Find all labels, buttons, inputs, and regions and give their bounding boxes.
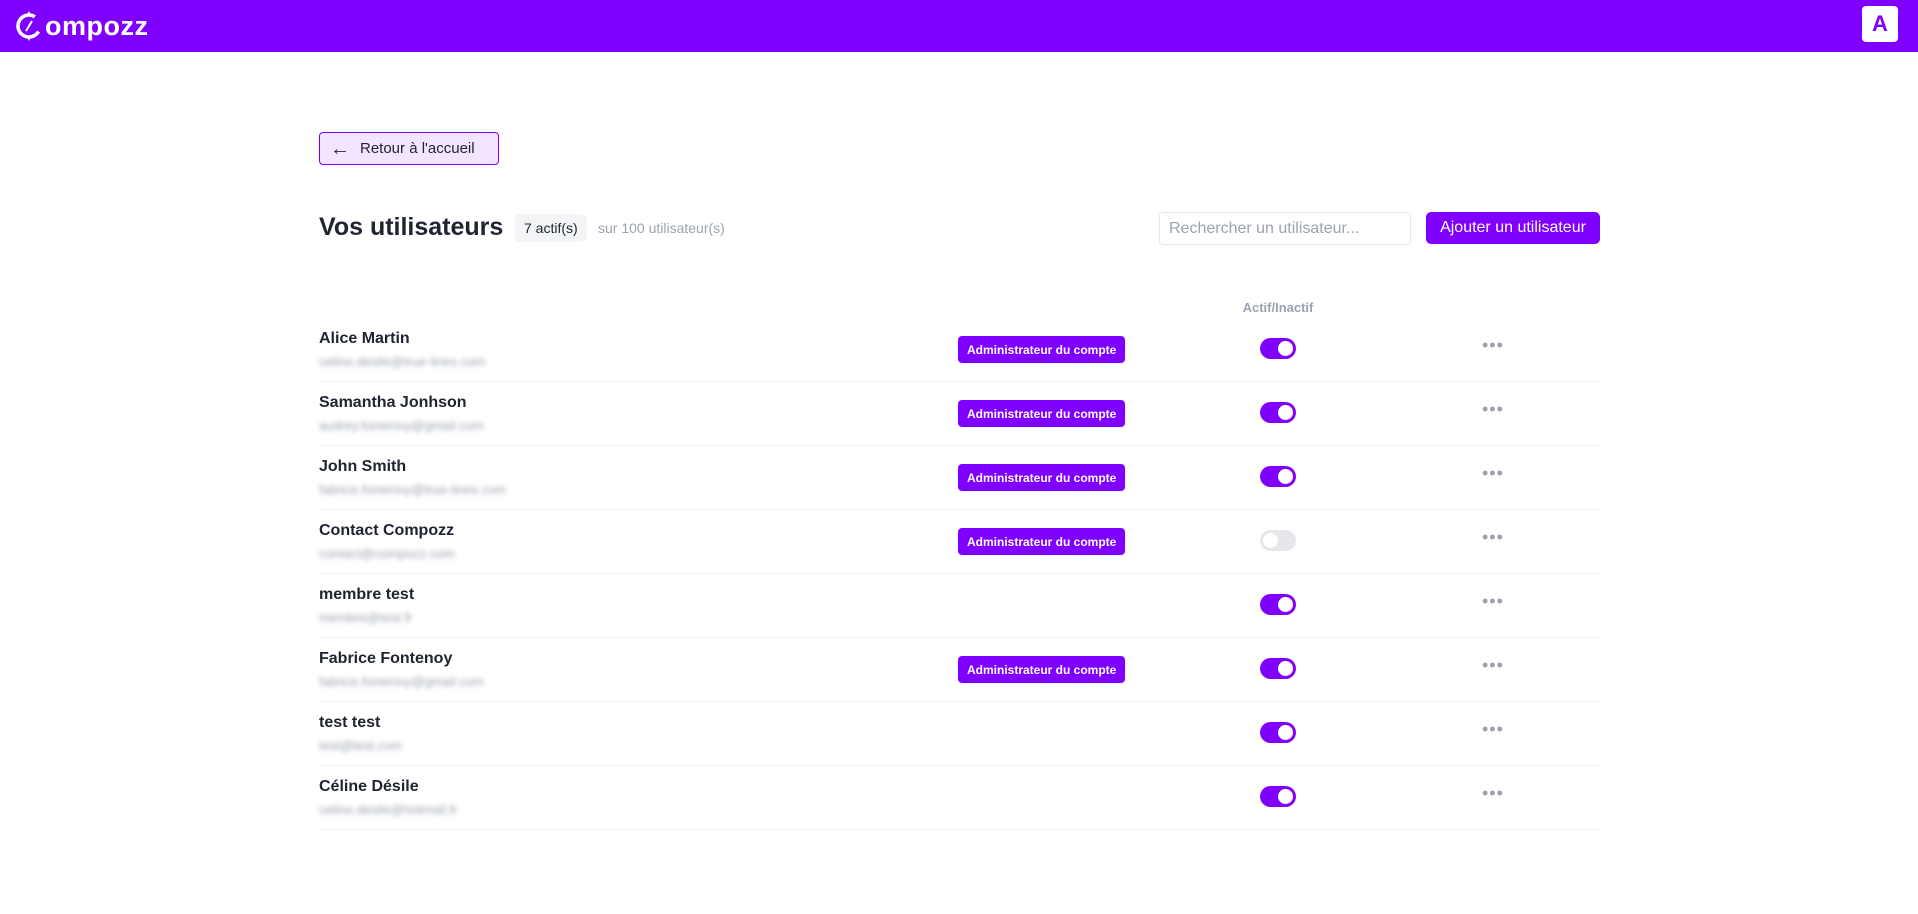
search-user-input[interactable] xyxy=(1159,212,1411,245)
active-toggle[interactable] xyxy=(1260,466,1296,487)
user-name: test test xyxy=(319,714,381,731)
role-badge: Administrateur du compte xyxy=(958,656,1126,683)
more-horizontal-icon[interactable]: ••• xyxy=(1482,335,1504,355)
more-horizontal-icon[interactable]: ••• xyxy=(1482,463,1504,483)
user-email: membre@test.fr xyxy=(319,610,413,625)
more-horizontal-icon[interactable]: ••• xyxy=(1482,527,1504,547)
total-users-text: sur 100 utilisateur(s) xyxy=(598,220,725,236)
user-name: John Smith xyxy=(319,458,407,475)
back-home-label: Retour à l'accueil xyxy=(360,140,475,157)
arrow-left-icon: ← xyxy=(330,137,350,160)
user-row: Alice Martin celine.desile@true-lines.co… xyxy=(319,318,1600,382)
user-email: audrey.fontenoy@gmail.com xyxy=(319,418,484,433)
compass-logo-icon xyxy=(16,11,42,41)
user-row: Fabrice Fontenoy fabrice.fontenoy@gmail.… xyxy=(319,638,1600,702)
toggle-knob xyxy=(1278,597,1293,612)
compozz-logo[interactable]: ompozz xyxy=(14,8,149,44)
active-toggle[interactable] xyxy=(1260,402,1296,423)
user-row: Céline Désile celine.desile@hotmail.fr •… xyxy=(319,766,1600,830)
status-column-header: Actif/Inactif xyxy=(1242,300,1314,315)
user-name: Samantha Jonhson xyxy=(319,394,467,411)
more-horizontal-icon[interactable]: ••• xyxy=(1482,719,1504,739)
back-home-button[interactable]: ← Retour à l'accueil xyxy=(319,132,499,165)
role-badge: Administrateur du compte xyxy=(958,336,1126,363)
user-email: test@test.com xyxy=(319,738,403,753)
toggle-knob xyxy=(1278,661,1293,676)
active-toggle[interactable] xyxy=(1260,530,1296,551)
page-title: Vos utilisateurs xyxy=(319,213,504,241)
role-badge: Administrateur du compte xyxy=(958,400,1126,427)
user-row: membre test membre@test.fr ••• xyxy=(319,574,1600,638)
toggle-knob xyxy=(1278,789,1293,804)
active-toggle[interactable] xyxy=(1260,722,1296,743)
toggle-knob xyxy=(1278,469,1293,484)
top-bar: ompozz A xyxy=(0,0,1918,52)
more-horizontal-icon[interactable]: ••• xyxy=(1482,399,1504,419)
user-email: celine.desile@hotmail.fr xyxy=(319,802,458,817)
user-name: membre test xyxy=(319,586,415,603)
more-horizontal-icon[interactable]: ••• xyxy=(1482,783,1504,803)
user-email: celine.desile@true-lines.com xyxy=(319,354,486,369)
active-toggle[interactable] xyxy=(1260,594,1296,615)
user-name: Fabrice Fontenoy xyxy=(319,650,453,667)
user-row: Samantha Jonhson audrey.fontenoy@gmail.c… xyxy=(319,382,1600,446)
user-row: test test test@test.com ••• xyxy=(319,702,1600,766)
role-badge: Administrateur du compte xyxy=(958,464,1126,491)
user-name: Contact Compozz xyxy=(319,522,455,539)
active-toggle[interactable] xyxy=(1260,658,1296,679)
user-avatar[interactable]: A xyxy=(1862,6,1898,42)
more-horizontal-icon[interactable]: ••• xyxy=(1482,591,1504,611)
user-email: fabrice.fontenoy@gmail.com xyxy=(319,674,484,689)
user-name: Céline Désile xyxy=(319,778,419,795)
user-row: John Smith fabrice.fontenoy@true-lines.c… xyxy=(319,446,1600,510)
user-list: Alice Martin celine.desile@true-lines.co… xyxy=(319,318,1600,830)
toggle-knob xyxy=(1263,533,1278,548)
add-user-button[interactable]: Ajouter un utilisateur xyxy=(1426,212,1600,244)
toggle-knob xyxy=(1278,725,1293,740)
more-horizontal-icon[interactable]: ••• xyxy=(1482,655,1504,675)
logo-text: ompozz xyxy=(45,10,149,41)
user-email: contact@compozz.com xyxy=(319,546,455,561)
user-name: Alice Martin xyxy=(319,330,410,347)
active-toggle[interactable] xyxy=(1260,338,1296,359)
active-count-badge: 7 actif(s) xyxy=(515,214,587,242)
toggle-knob xyxy=(1278,341,1293,356)
role-badge: Administrateur du compte xyxy=(958,528,1126,555)
toggle-knob xyxy=(1278,405,1293,420)
active-toggle[interactable] xyxy=(1260,786,1296,807)
user-row: Contact Compozz contact@compozz.com Admin… xyxy=(319,510,1600,574)
user-email: fabrice.fontenoy@true-lines.com xyxy=(319,482,507,497)
